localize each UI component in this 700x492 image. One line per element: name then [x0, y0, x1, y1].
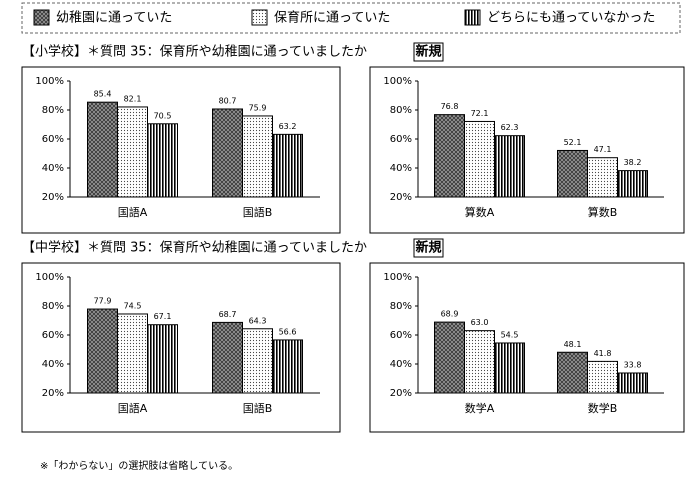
y-tick-label: 80% — [390, 301, 412, 312]
y-tick-label: 60% — [390, 330, 412, 341]
bar — [617, 170, 648, 198]
bar — [557, 149, 588, 198]
footnote: ※「わからない」の選択肢は省略している。 — [40, 459, 238, 472]
data-label: 67.1 — [154, 312, 172, 321]
chart-frame — [21, 262, 341, 433]
data-label: 33.8 — [624, 360, 642, 369]
legend-swatch — [464, 9, 481, 26]
data-label: 64.3 — [249, 316, 267, 325]
bar — [212, 108, 243, 198]
bar — [587, 360, 618, 394]
y-tick-label: 20% — [42, 388, 64, 399]
x-tick-label: 国語B — [243, 205, 273, 219]
x-tick-label: 数学B — [588, 401, 618, 415]
bar — [272, 133, 303, 198]
bar — [242, 115, 273, 198]
y-tick-label: 60% — [390, 134, 412, 145]
y-tick-label: 40% — [390, 359, 412, 370]
bar — [272, 339, 303, 394]
y-tick-label: 20% — [390, 388, 412, 399]
badge-box — [413, 42, 444, 62]
bar — [242, 328, 273, 394]
y-tick-label: 20% — [42, 192, 64, 203]
y-tick-label: 80% — [42, 105, 64, 116]
data-label: 77.9 — [94, 297, 112, 306]
data-label: 41.8 — [594, 349, 612, 358]
y-tick-label: 80% — [390, 105, 412, 116]
bar — [494, 342, 525, 394]
y-tick-label: 40% — [42, 163, 64, 174]
bar — [212, 321, 243, 394]
y-tick-label: 60% — [42, 134, 64, 145]
bar — [494, 135, 525, 198]
data-label: 63.2 — [279, 122, 297, 131]
data-label: 70.5 — [154, 111, 172, 120]
y-tick-label: 60% — [42, 330, 64, 341]
bar — [147, 123, 178, 198]
data-label: 85.4 — [94, 90, 112, 99]
data-label: 68.7 — [219, 310, 237, 319]
y-tick-label: 100% — [383, 76, 412, 87]
bar — [117, 106, 148, 198]
bar — [464, 120, 495, 198]
y-tick-label: 40% — [390, 163, 412, 174]
chart-frame — [369, 262, 685, 433]
data-label: 75.9 — [249, 103, 267, 112]
data-label: 48.1 — [564, 340, 582, 349]
chart-frame — [369, 66, 685, 234]
badge: 新規 — [415, 240, 441, 256]
y-tick-label: 100% — [383, 272, 412, 283]
bar — [147, 324, 178, 394]
legend-swatch — [33, 9, 50, 26]
data-label: 80.7 — [219, 96, 237, 105]
x-tick-label: 国語A — [118, 205, 148, 219]
y-tick-label: 40% — [42, 359, 64, 370]
x-tick-label: 国語B — [243, 401, 273, 415]
data-label: 47.1 — [594, 145, 612, 154]
bar — [87, 308, 118, 394]
section-heading: 【小学校】＊質問 35：保育所や幼稚園に通っていましたか — [22, 44, 367, 60]
x-tick-label: 算数B — [588, 205, 618, 219]
badge: 新規 — [415, 44, 441, 60]
data-label: 74.5 — [124, 301, 142, 310]
bar — [117, 313, 148, 394]
data-label: 76.8 — [441, 102, 459, 111]
data-label: 62.3 — [501, 123, 519, 132]
section-heading: 【中学校】＊質問 35：保育所や幼稚園に通っていましたか — [22, 240, 367, 256]
bar — [557, 351, 588, 394]
y-tick-label: 80% — [42, 301, 64, 312]
legend-label: 保育所に通っていた — [274, 10, 390, 26]
y-tick-label: 100% — [35, 272, 64, 283]
x-tick-label: 数学A — [465, 401, 495, 415]
data-label: 82.1 — [124, 94, 142, 103]
x-tick-label: 国語A — [118, 401, 148, 415]
data-label: 38.2 — [624, 158, 642, 167]
bar — [434, 114, 465, 198]
data-label: 63.0 — [471, 318, 489, 327]
bar — [464, 330, 495, 394]
data-label: 56.6 — [279, 327, 297, 336]
y-tick-label: 20% — [390, 192, 412, 203]
data-label: 54.5 — [501, 330, 519, 339]
legend-swatch — [251, 9, 268, 26]
bar — [434, 321, 465, 394]
legend-label: どちらにも通っていなかった — [487, 11, 655, 26]
legend-label: 幼稚園に通っていた — [56, 11, 172, 26]
bar — [617, 372, 648, 394]
data-label: 72.1 — [471, 109, 489, 118]
legend-box — [21, 2, 681, 34]
data-label: 68.9 — [441, 310, 459, 319]
data-label: 52.1 — [564, 138, 582, 147]
y-tick-label: 100% — [35, 76, 64, 87]
chart-frame — [21, 66, 341, 234]
bar — [87, 101, 118, 198]
badge-box — [413, 238, 444, 258]
bar — [587, 157, 618, 198]
x-tick-label: 算数A — [465, 205, 495, 219]
